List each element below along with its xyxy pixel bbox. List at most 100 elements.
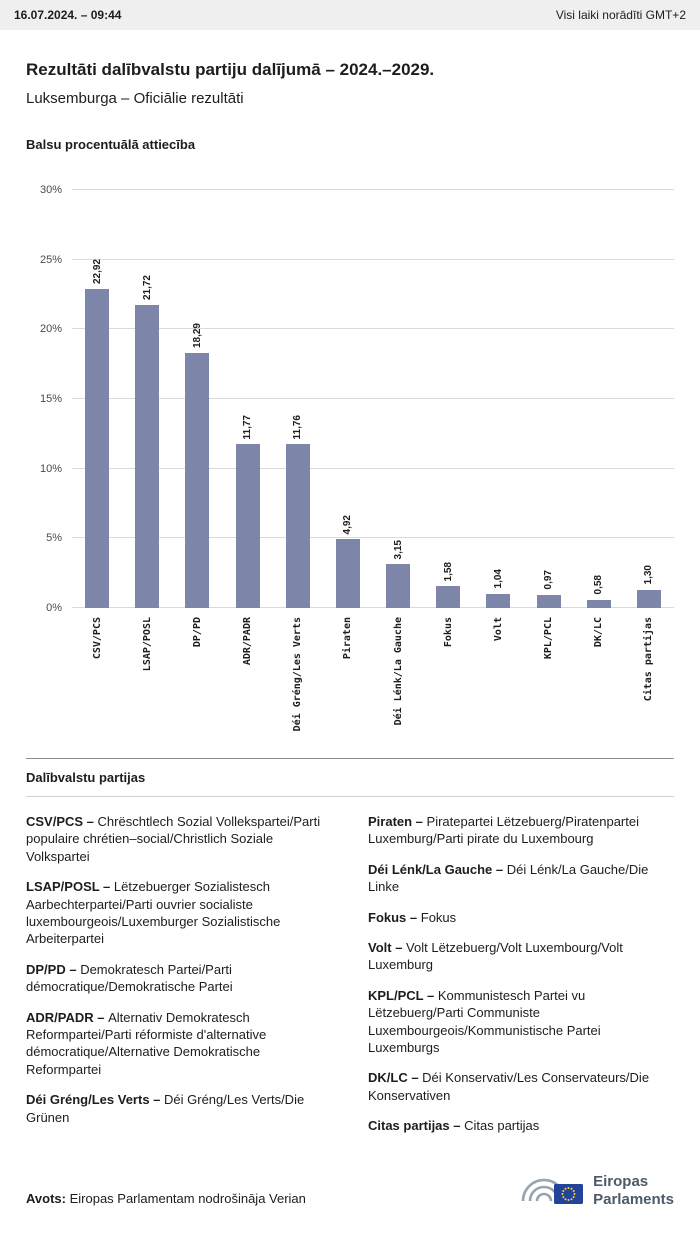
party-full-name: Chrëschtlech Sozial Vollekspartei/Parti … (26, 814, 321, 864)
bar-value-label: 0,58 (593, 575, 605, 595)
party-full-name: Déi Gréng/Les Verts/Die Grünen (26, 1092, 305, 1125)
party-entry: DP/PD – Demokratesch Partei/Parti démocr… (26, 961, 332, 996)
x-label-cell: KPL/PCL (524, 608, 574, 740)
source-label: Avots: (26, 1190, 66, 1206)
x-tick-label: CSV/PCS (91, 617, 103, 660)
bar[interactable] (135, 305, 160, 608)
x-label-cell: LSAP/POSL (122, 608, 172, 740)
bar-group: 3,15 (373, 190, 423, 608)
party-columns: CSV/PCS – Chrëschtlech Sozial Vollekspar… (26, 797, 674, 1148)
bar-group: 22,92 (72, 190, 122, 608)
party-full-name: Déi Lénk/La Gauche/Die Linke (368, 861, 649, 895)
party-column: CSV/PCS – Chrëschtlech Sozial Vollekspar… (26, 813, 332, 1148)
party-full-name: Volt Lëtzebuerg/Volt Luxembourg/Volt Lux… (368, 940, 623, 973)
bar-value-label: 21,72 (141, 275, 153, 301)
party-abbreviation: Piraten – (368, 814, 427, 829)
bar-group: 1,30 (624, 190, 674, 608)
x-label-cell: DP/PD (172, 608, 222, 740)
x-tick-label: DK/LC (593, 617, 605, 648)
y-tick-label: 5% (46, 532, 62, 545)
bar[interactable] (335, 539, 360, 608)
x-tick-label: Déi Gréng/Les Verts (292, 617, 304, 732)
x-tick-label: ADR/PADR (242, 617, 254, 666)
bars-container: 22,92 21,72 18,29 11,77 11,76 4,92 3,15 1,58 1,0… (72, 190, 674, 608)
plot-area: 22,92 21,72 18,29 11,77 11,76 4,92 3,15 1,58 1,0… (72, 189, 674, 608)
x-tick-label: Volt (492, 617, 504, 642)
bar-value-label: 4,92 (342, 514, 354, 535)
party-entry: Déi Gréng/Les Verts – Déi Gréng/Les Vert… (26, 1091, 332, 1126)
gridline (72, 398, 674, 399)
source-note: Avots: Eiropas Parlamentam nodrošināja V… (26, 1191, 306, 1212)
party-abbreviation: Volt – (368, 940, 407, 956)
x-label-cell: DK/LC (574, 608, 624, 740)
party-column: Piraten – Piratepartei Lëtzebuerg/Pirate… (368, 813, 674, 1148)
x-tick-label: DP/PD (191, 617, 203, 648)
ep-hemicycle-flag-icon (521, 1178, 584, 1204)
party-entry: Piraten – Piratepartei Lëtzebuerg/Pirate… (368, 813, 674, 848)
y-tick-label: 25% (39, 253, 62, 266)
party-abbreviation: KPL/PCL – (368, 987, 438, 1003)
bar-value-label: 18,29 (191, 323, 203, 349)
chart-section: Balsu procentuālā attiecība 0% 5% 10% 15% 20… (26, 137, 674, 740)
bar-value-label: 22,92 (91, 258, 103, 284)
party-entry: ADR/PADR – Alternativ Demokratesch Refor… (26, 1009, 332, 1079)
bar[interactable] (636, 589, 661, 608)
party-abbreviation: Citas partijas – (368, 1118, 465, 1134)
x-tick-label: Piraten (342, 617, 354, 660)
party-abbreviation: CSV/PCS – (26, 814, 98, 829)
x-label-cell: CSV/PCS (72, 608, 122, 740)
bar[interactable] (486, 593, 511, 608)
bar-value-label: 11,77 (242, 414, 254, 440)
european-parliament-logo: Eiropas Parlaments (518, 1170, 674, 1212)
bar[interactable] (386, 564, 411, 608)
page-content: Rezultāti dalībvalstu partiju dalījumā –… (0, 30, 700, 1236)
y-axis: 0% 5% 10% 15% 20% 25% 30% (26, 184, 72, 614)
bar-group: 21,72 (122, 190, 172, 608)
bar-value-label: 0,97 (543, 570, 555, 590)
bar[interactable] (235, 444, 260, 608)
x-label-cell: Volt (473, 608, 523, 740)
bar-chart: 0% 5% 10% 15% 20% 25% 30% 22,92 21,72 18,29 11,77… (26, 184, 674, 614)
x-tick-label: KPL/PCL (543, 617, 555, 660)
party-full-name: Fokus (420, 909, 457, 925)
gridline (72, 467, 674, 469)
bar-value-label: 1,30 (643, 565, 655, 585)
party-abbreviation: DK/LC – (368, 1070, 423, 1086)
y-tick-label: 10% (39, 462, 62, 475)
x-label-cell: Fokus (423, 608, 473, 740)
bar-value-label: 11,76 (292, 414, 304, 440)
party-abbreviation: ADR/PADR – (26, 1009, 109, 1025)
source-text: Eiropas Parlamentam nodrošināja Verian (69, 1190, 306, 1206)
bar[interactable] (436, 586, 461, 608)
party-entry: Fokus – Fokus (368, 909, 674, 926)
party-abbreviation: Déi Gréng/Les Verts – (26, 1092, 165, 1108)
x-label-cell: ADR/PADR (223, 608, 273, 740)
bar[interactable] (586, 599, 611, 608)
x-label-cell: Piraten (323, 608, 373, 740)
timezone-note: Visi laiki norādīti GMT+2 (555, 8, 686, 22)
bar[interactable] (285, 444, 310, 608)
bar-value-label: 1,58 (442, 561, 454, 581)
ep-logo-line2: Parlaments (593, 1190, 674, 1208)
bar-group: 0,97 (524, 190, 574, 608)
ep-logo-line1: Eiropas (593, 1173, 649, 1191)
x-label-cell: Déi Lénk/La Gauche (373, 608, 423, 740)
party-entry: Déi Lénk/La Gauche – Déi Lénk/La Gauche/… (368, 861, 674, 896)
x-tick-label: LSAP/POSL (141, 617, 153, 672)
gridline (72, 189, 674, 190)
bar-group: 4,92 (323, 190, 373, 608)
party-full-name: Lëtzebuerger Sozialistesch Aarbechterpar… (26, 879, 281, 947)
party-entry: DK/LC – Déi Konservativ/Les Conservateur… (368, 1069, 674, 1104)
x-label-cell: Déi Gréng/Les Verts (273, 608, 323, 740)
party-abbreviation: LSAP/POSL – (26, 879, 114, 895)
x-tick-label: Fokus (442, 617, 454, 648)
y-tick-label: 15% (39, 393, 62, 405)
y-tick-label: 30% (39, 184, 62, 196)
bar[interactable] (85, 288, 110, 608)
bar-group: 11,76 (273, 190, 323, 608)
bar[interactable] (185, 353, 210, 608)
chart-title: Balsu procentuālā attiecība (26, 137, 196, 152)
bar[interactable] (536, 594, 561, 608)
party-legend-heading: Dalībvalstu partijas (26, 759, 674, 797)
x-labels: CSV/PCS LSAP/POSL DP/PD ADR/PADR Déi Gréng/L… (72, 608, 674, 740)
